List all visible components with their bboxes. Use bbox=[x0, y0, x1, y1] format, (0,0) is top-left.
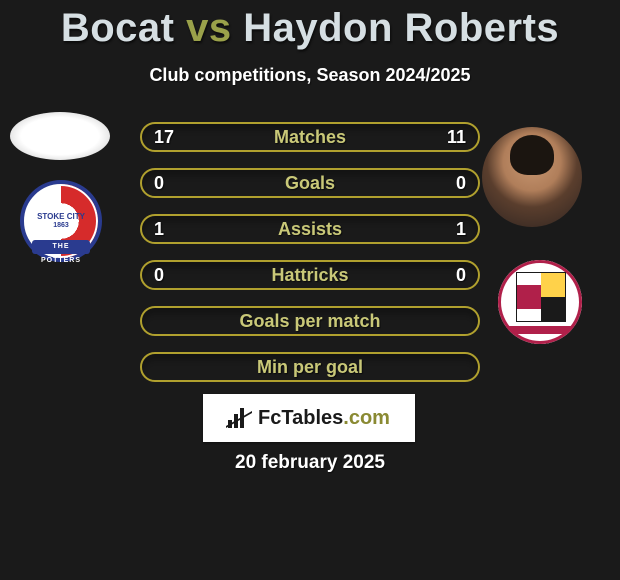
stat-label: Assists bbox=[142, 219, 478, 240]
stat-left: 0 bbox=[154, 173, 164, 194]
stat-left: 0 bbox=[154, 265, 164, 286]
badge1-name: STOKE CITY bbox=[36, 213, 86, 221]
stat-row-goals: 0 Goals 0 bbox=[140, 168, 480, 198]
stat-row-min-per-goal: Min per goal bbox=[140, 352, 480, 382]
player2-photo bbox=[482, 127, 582, 227]
stat-label: Hattricks bbox=[142, 265, 478, 286]
stat-label: Min per goal bbox=[142, 357, 478, 378]
stat-left: 17 bbox=[154, 127, 174, 148]
subtitle: Club competitions, Season 2024/2025 bbox=[0, 65, 620, 86]
stat-left: 1 bbox=[154, 219, 164, 240]
title-vs: vs bbox=[186, 6, 232, 50]
brand-main: FcTables bbox=[258, 407, 343, 429]
stat-right: 0 bbox=[456, 265, 466, 286]
stat-right: 0 bbox=[456, 173, 466, 194]
badge1-year: 1863 bbox=[36, 222, 86, 229]
brand-icon bbox=[228, 408, 252, 428]
stat-row-matches: 17 Matches 11 bbox=[140, 122, 480, 152]
brand-badge: FcTables.com bbox=[203, 394, 415, 442]
stat-row-assists: 1 Assists 1 bbox=[140, 214, 480, 244]
player1-club-badge: STOKE CITY 1863 THE POTTERS bbox=[20, 180, 102, 262]
stat-row-goals-per-match: Goals per match bbox=[140, 306, 480, 336]
title-player1: Bocat bbox=[61, 6, 175, 50]
badge1-ribbon: THE POTTERS bbox=[32, 240, 90, 254]
brand-suffix: .com bbox=[343, 407, 390, 429]
stat-right: 11 bbox=[447, 127, 466, 148]
player2-club-badge bbox=[498, 260, 582, 344]
stats-panel: 17 Matches 11 0 Goals 0 1 Assists 1 0 Ha… bbox=[140, 122, 480, 398]
date-label: 20 february 2025 bbox=[0, 452, 620, 474]
brand-text: FcTables.com bbox=[258, 407, 390, 430]
player1-photo bbox=[10, 112, 110, 160]
stat-row-hattricks: 0 Hattricks 0 bbox=[140, 260, 480, 290]
stat-label: Goals bbox=[142, 173, 478, 194]
page-title: Bocat vs Haydon Roberts bbox=[0, 0, 620, 51]
stat-right: 1 bbox=[456, 219, 466, 240]
title-player2: Haydon Roberts bbox=[243, 6, 559, 50]
stat-label: Goals per match bbox=[142, 311, 478, 332]
stat-label: Matches bbox=[142, 127, 478, 148]
